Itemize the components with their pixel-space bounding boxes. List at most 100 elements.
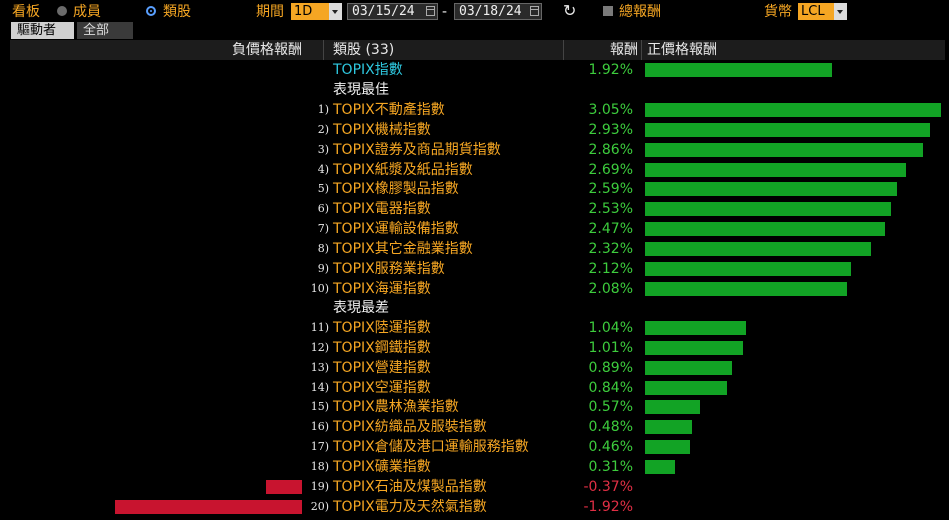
sector-name[interactable]: TOPIX空運指數 — [333, 379, 431, 396]
return-value: 2.86% — [588, 141, 633, 158]
total-return-checkbox[interactable] — [603, 6, 613, 16]
row-rank: 16) — [310, 420, 329, 434]
row-rank: 3) — [317, 142, 329, 156]
positive-bar[interactable] — [645, 340, 744, 355]
sector-name[interactable]: TOPIX紙漿及紙品指數 — [333, 161, 473, 178]
currency-dropdown-icon[interactable] — [834, 3, 847, 20]
positive-bar[interactable] — [645, 459, 676, 474]
sector-name[interactable]: TOPIX農林漁業指數 — [333, 399, 459, 416]
worst-section-label: 表現最差 — [333, 300, 389, 316]
row-rank: 17) — [310, 440, 329, 454]
table-row[interactable]: 12) TOPIX鋼鐵指數 1.01% — [0, 338, 949, 358]
positive-bar[interactable] — [645, 222, 886, 237]
positive-bar[interactable] — [645, 281, 848, 296]
table-row[interactable]: 15) TOPIX農林漁業指數 0.57% — [0, 397, 949, 417]
tab-all[interactable]: 全部 — [77, 22, 133, 39]
tab-drivers[interactable]: 驅動者 — [11, 22, 74, 39]
table-row[interactable]: 4) TOPIX紙漿及紙品指數 2.69% — [0, 160, 949, 180]
table-row[interactable]: 18) TOPIX礦業指數 0.31% — [0, 457, 949, 477]
positive-bar[interactable] — [645, 103, 942, 117]
sector-name[interactable]: TOPIX證券及商品期貨指數 — [333, 141, 501, 158]
return-value: -1.92% — [583, 498, 633, 515]
positive-bar[interactable] — [645, 261, 852, 276]
positive-bar[interactable] — [645, 122, 930, 137]
sector-name[interactable]: TOPIX電器指數 — [333, 201, 431, 218]
refresh-icon[interactable]: ↻ — [563, 1, 577, 20]
sector-name[interactable]: TOPIX鋼鐵指數 — [333, 339, 431, 356]
currency-select[interactable]: LCL — [798, 3, 834, 20]
table-row[interactable]: 8) TOPIX其它金融業指數 2.32% — [0, 239, 949, 259]
row-rank: 13) — [310, 360, 329, 374]
positive-bar[interactable] — [645, 321, 747, 335]
pos-return-header[interactable]: 正價格報酬 — [647, 42, 717, 58]
positive-bar[interactable] — [645, 241, 871, 256]
negative-bar[interactable] — [266, 479, 302, 494]
category-label[interactable]: 類股 — [163, 4, 191, 20]
sector-name[interactable]: TOPIX服務業指數 — [333, 260, 445, 277]
positive-bar[interactable] — [645, 202, 891, 217]
table-row[interactable]: 13) TOPIX營建指數 0.89% — [0, 358, 949, 378]
sector-name[interactable]: TOPIX不動產指數 — [333, 102, 445, 118]
sector-name[interactable]: TOPIX倉儲及港口運輸服務指數 — [333, 439, 529, 456]
sector-name[interactable]: TOPIX陸運指數 — [333, 320, 431, 336]
positive-bar[interactable] — [645, 142, 923, 157]
row-rank: 12) — [310, 340, 329, 354]
row-rank: 15) — [310, 400, 329, 414]
positive-bar[interactable] — [645, 360, 732, 375]
members-radio[interactable] — [57, 6, 67, 16]
table-row[interactable]: 19) TOPIX石油及煤製品指數 -0.37% — [0, 477, 949, 497]
sector-name[interactable]: TOPIX海運指數 — [333, 280, 431, 297]
table-row[interactable]: 16) TOPIX紡織品及服裝指數 0.48% — [0, 417, 949, 437]
positive-bar[interactable] — [645, 440, 690, 455]
table-row[interactable]: 11) TOPIX陸運指數 1.04% — [0, 318, 949, 338]
table-row[interactable]: 10) TOPIX海運指數 2.08% — [0, 279, 949, 299]
total-return-label[interactable]: 總報酬 — [619, 4, 661, 20]
positive-bar[interactable] — [645, 420, 692, 435]
table-row[interactable]: 17) TOPIX倉儲及港口運輸服務指數 0.46% — [0, 437, 949, 457]
sector-name[interactable]: TOPIX運輸設備指數 — [333, 221, 459, 238]
toolbar: 看板 成員 類股 期間 1D 03/15/24 - 03/18/24 ↻ 總報酬… — [0, 0, 949, 24]
table-row[interactable]: 20) TOPIX電力及天然氣指數 -1.92% — [0, 497, 949, 517]
table-row[interactable]: 6) TOPIX電器指數 2.53% — [0, 199, 949, 219]
sector-name[interactable]: TOPIX電力及天然氣指數 — [333, 498, 487, 515]
end-calendar-icon[interactable] — [530, 6, 539, 16]
table-row[interactable]: 14) TOPIX空運指數 0.84% — [0, 378, 949, 398]
sector-name[interactable]: TOPIX其它金融業指數 — [333, 240, 473, 257]
sector-name[interactable]: TOPIX機械指數 — [333, 121, 431, 138]
row-rank: 19) — [310, 479, 329, 493]
positive-bar[interactable] — [645, 182, 897, 197]
return-value: -0.37% — [583, 478, 633, 495]
sector-header[interactable]: 類股 (33) — [333, 42, 395, 58]
start-calendar-icon[interactable] — [426, 6, 435, 16]
table-row[interactable]: 9) TOPIX服務業指數 2.12% — [0, 259, 949, 279]
neg-return-header[interactable]: 負價格報酬 — [232, 42, 302, 58]
return-value: 2.47% — [588, 221, 633, 238]
positive-bar[interactable] — [645, 162, 907, 177]
positive-bar[interactable] — [645, 400, 701, 415]
members-label[interactable]: 成員 — [73, 4, 101, 20]
return-value: 2.59% — [588, 181, 633, 198]
sector-name[interactable]: TOPIX石油及煤製品指數 — [333, 478, 487, 495]
sector-name[interactable]: TOPIX紡織品及服裝指數 — [333, 419, 487, 436]
sector-name[interactable]: TOPIX指數 — [333, 62, 403, 78]
period-select[interactable]: 1D — [291, 3, 329, 20]
negative-bar[interactable] — [115, 499, 302, 514]
end-date-input[interactable]: 03/18/24 — [454, 3, 542, 20]
row-rank: 6) — [317, 202, 329, 216]
table-row[interactable]: 1) TOPIX不動產指數 3.05% — [0, 100, 949, 120]
positive-bar[interactable] — [645, 63, 832, 77]
sector-name[interactable]: TOPIX營建指數 — [333, 359, 431, 376]
table-row[interactable]: 7) TOPIX運輸設備指數 2.47% — [0, 219, 949, 239]
positive-bar[interactable] — [645, 380, 727, 395]
table-row[interactable]: 2) TOPIX機械指數 2.93% — [0, 120, 949, 140]
category-radio[interactable] — [146, 6, 156, 16]
table-row[interactable]: 5) TOPIX橡膠製品指數 2.59% — [0, 179, 949, 199]
start-date-input[interactable]: 03/15/24 — [347, 3, 438, 20]
return-value: 1.04% — [588, 320, 633, 336]
period-dropdown-icon[interactable] — [329, 3, 342, 20]
index-row[interactable]: TOPIX指數 1.92% — [0, 60, 949, 80]
table-row[interactable]: 3) TOPIX證券及商品期貨指數 2.86% — [0, 140, 949, 160]
return-header[interactable]: 報酬 — [610, 42, 638, 58]
sector-name[interactable]: TOPIX橡膠製品指數 — [333, 181, 459, 198]
sector-name[interactable]: TOPIX礦業指數 — [333, 458, 431, 475]
